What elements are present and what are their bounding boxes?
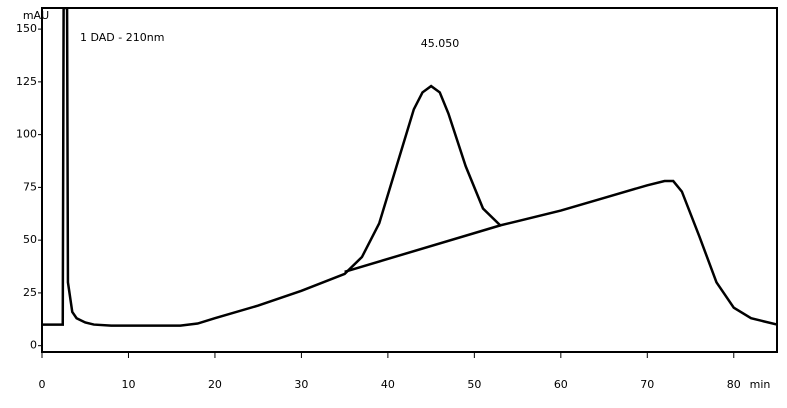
y-tick-label: 100 bbox=[16, 128, 37, 141]
x-tick-label: 0 bbox=[39, 378, 46, 391]
trace bbox=[345, 225, 501, 271]
chart: mAU 1 DAD - 210nm 45.050 min 02550751001… bbox=[0, 0, 787, 408]
y-tick-label: 150 bbox=[16, 22, 37, 35]
x-tick-label: 10 bbox=[121, 378, 135, 391]
x-tick-label: 80 bbox=[727, 378, 741, 391]
y-tick-label: 50 bbox=[23, 233, 37, 246]
x-tick-label: 30 bbox=[294, 378, 308, 391]
y-tick-label: 25 bbox=[23, 286, 37, 299]
y-tick-label: 75 bbox=[23, 180, 37, 193]
x-tick-label: 40 bbox=[381, 378, 395, 391]
x-tick-label: 50 bbox=[467, 378, 481, 391]
x-axis-label: min bbox=[750, 378, 771, 391]
annotation: 45.050 bbox=[421, 37, 460, 50]
x-tick-label: 60 bbox=[554, 378, 568, 391]
x-tick-label: 70 bbox=[640, 378, 654, 391]
y-axis-label: mAU bbox=[23, 9, 49, 22]
annotation: 1 DAD - 210nm bbox=[80, 31, 164, 44]
y-tick-label: 125 bbox=[16, 75, 37, 88]
trace bbox=[42, 8, 777, 326]
y-tick-label: 0 bbox=[30, 339, 37, 352]
x-tick-label: 20 bbox=[208, 378, 222, 391]
